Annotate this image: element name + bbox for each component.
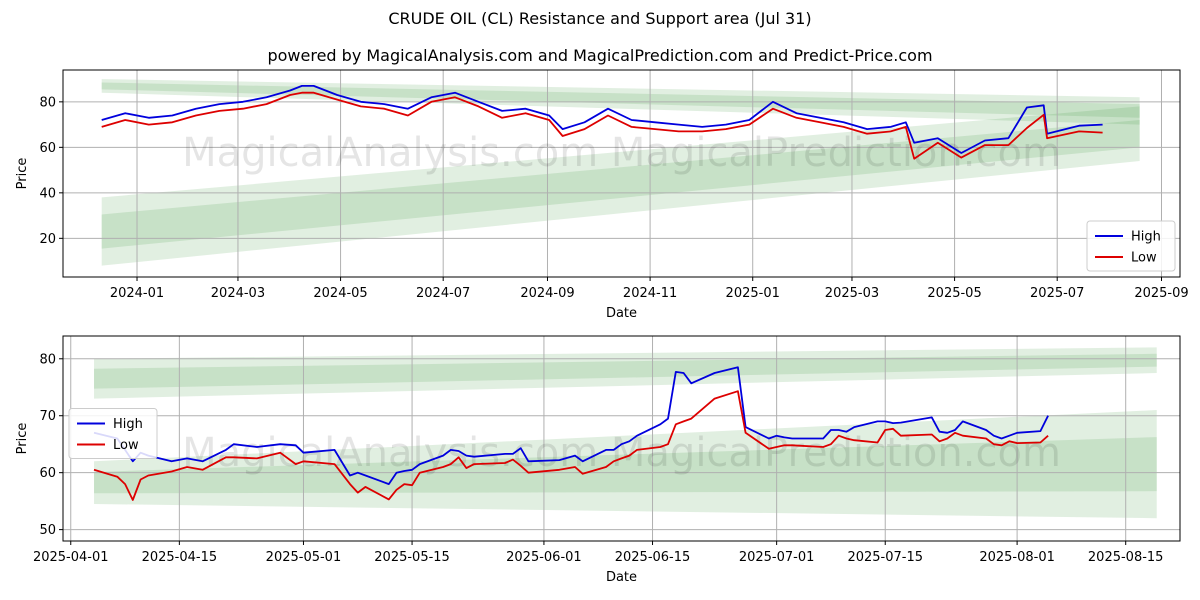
legend-label-high: High: [1131, 230, 1161, 245]
y-tick-label: 60: [39, 466, 56, 481]
x-tick-label: 2025-05: [927, 286, 981, 301]
series-line-high: [101, 85, 1103, 154]
legend-label-low: Low: [113, 438, 139, 453]
x-tick-label: 2025-01: [726, 286, 780, 301]
x-tick-label: 2025-08-15: [1088, 550, 1164, 565]
y-axis-label: Price: [15, 423, 30, 455]
watermark: MagicalAnalysis.com MagicalPrediction.co…: [182, 430, 1061, 476]
resistance-band-inner: [101, 82, 1140, 118]
x-axis-label: Date: [606, 306, 637, 321]
x-tick-label: 2024-01: [110, 286, 164, 301]
x-axis-label: Date: [606, 570, 637, 585]
x-tick-label: 2025-07-15: [847, 550, 923, 565]
series-line-low: [93, 390, 1049, 501]
y-tick-label: 40: [39, 186, 56, 201]
x-tick-label: 2025-04-15: [142, 550, 218, 565]
support-band-inner: [94, 437, 1157, 494]
support-band-inner: [101, 120, 1140, 249]
y-tick-label: 50: [39, 523, 56, 538]
y-axis-label: Price: [15, 158, 30, 190]
x-tick-label: 2025-06-15: [615, 550, 691, 565]
x-tick-label: 2024-03: [211, 286, 265, 301]
y-tick-label: 80: [39, 352, 56, 367]
x-tick-label: 2025-08-01: [979, 550, 1055, 565]
legend-label-high: High: [113, 417, 143, 432]
x-tick-label: 2025-05-01: [266, 550, 342, 565]
x-tick-label: 2024-07: [416, 286, 470, 301]
resistance-band-outer: [94, 347, 1157, 399]
x-tick-label: 2024-11: [623, 286, 677, 301]
legend-box: [1086, 220, 1176, 272]
plot-frame: [62, 69, 1181, 278]
support-band-outer: [101, 106, 1140, 266]
chart-subtitle: powered by MagicalAnalysis.com and Magic…: [267, 46, 933, 65]
watermark: MagicalAnalysis.com MagicalPrediction.co…: [182, 130, 1061, 176]
y-tick-label: 70: [39, 409, 56, 424]
legend-label-low: Low: [1131, 251, 1157, 266]
plot-frame: [62, 335, 1181, 542]
resistance-band-inner: [94, 353, 1157, 389]
x-tick-label: 2025-04-01: [33, 550, 109, 565]
y-tick-label: 80: [39, 95, 56, 110]
x-tick-label: 2025-05-15: [374, 550, 450, 565]
x-tick-label: 2025-09: [1134, 286, 1188, 301]
series-line-high: [93, 366, 1049, 486]
x-tick-label: 2025-06-01: [506, 550, 582, 565]
x-tick-label: 2024-05: [313, 286, 367, 301]
x-tick-label: 2025-07-01: [739, 550, 815, 565]
y-tick-label: 20: [39, 232, 56, 247]
x-tick-label: 2025-07: [1030, 286, 1084, 301]
x-tick-label: 2024-09: [520, 286, 574, 301]
y-tick-label: 60: [39, 141, 56, 156]
chart-title: CRUDE OIL (CL) Resistance and Support ar…: [388, 9, 812, 28]
x-tick-label: 2025-03: [825, 286, 879, 301]
legend-box: [68, 408, 158, 459]
series-line-low: [101, 91, 1103, 160]
